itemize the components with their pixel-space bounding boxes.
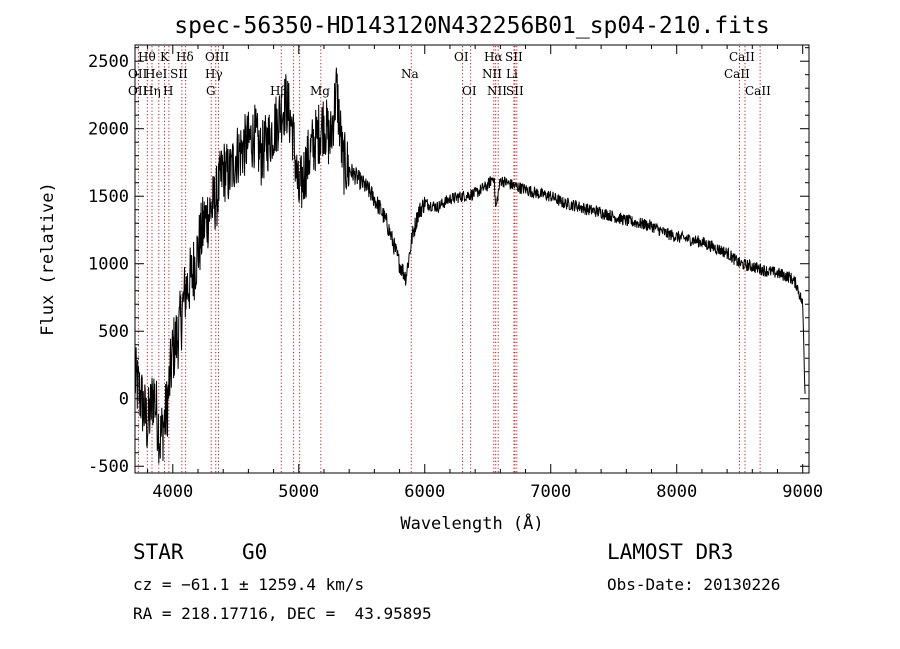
line-label-1: K [160, 50, 170, 64]
line-label-16: OI [462, 84, 477, 98]
line-label-9: Hη [143, 84, 161, 98]
line-label-6: SII [170, 67, 188, 81]
line-label-14: Na [401, 67, 419, 81]
line-label-22: SII [506, 84, 524, 98]
line-label-4: OII [128, 67, 148, 81]
line-label-21: NII [487, 84, 507, 98]
y-tick-label-0: -500 [88, 457, 129, 477]
spectrum-line [134, 67, 806, 464]
line-label-3: OIII [205, 50, 229, 64]
x-tick-label-0: 4000 [152, 482, 193, 502]
line-label-0: Hθ [138, 50, 156, 64]
line-label-20: Li [506, 67, 518, 81]
x-tick-label-4: 8000 [656, 482, 697, 502]
y-tick-label-5: 2000 [88, 120, 129, 140]
x-axis: 4000 5000 6000 7000 8000 9000 [147, 45, 823, 502]
object-class: STAR [133, 540, 184, 564]
line-label-8: OII [128, 84, 148, 98]
line-label-5: HeI [145, 67, 168, 81]
line-label-12: Hβ [270, 84, 287, 98]
x-tick-label-5: 9000 [782, 482, 823, 502]
y-tick-label-2: 500 [98, 322, 129, 342]
line-label-25: CaII [745, 84, 771, 98]
object-subclass: G0 [242, 540, 268, 564]
line-label-2: Hδ [176, 50, 194, 64]
chart-title: spec-56350-HD143120N432256B01_sp04-210.f… [174, 13, 769, 39]
line-label-11: G [206, 84, 216, 98]
y-axis: -500 0 500 1000 1500 2000 2500 [88, 47, 809, 477]
line-label-19: NII [482, 67, 502, 81]
y-tick-label-3: 1000 [88, 255, 129, 275]
line-label-18: SII [505, 50, 523, 64]
y-tick-label-6: 2500 [88, 52, 129, 72]
spectral-line-markers [137, 46, 761, 473]
line-label-15: OI [454, 50, 469, 64]
observation-date: Obs-Date: 20130226 [607, 575, 781, 594]
x-tick-label-3: 7000 [530, 482, 571, 502]
redshift-cz: cz = −61.1 ± 1259.4 km/s [133, 575, 365, 594]
line-label-23: CaII [729, 50, 755, 64]
survey-name: LAMOST DR3 [607, 540, 734, 564]
y-tick-label-4: 1500 [88, 187, 129, 207]
y-axis-label: Flux (relative) [38, 182, 58, 336]
sky-coordinates: RA = 218.17716, DEC = 43.95895 [133, 604, 432, 623]
line-label-17: Hα [484, 50, 503, 64]
line-label-7: Hγ [205, 67, 223, 81]
x-tick-label-2: 6000 [404, 482, 445, 502]
line-label-24: CaII [724, 67, 750, 81]
line-label-13: Mg [310, 84, 330, 98]
y-tick-label-1: 0 [119, 390, 129, 410]
x-tick-label-1: 5000 [278, 482, 319, 502]
x-axis-label: Wavelength (Å) [400, 512, 543, 534]
line-label-10: H [163, 84, 173, 98]
plot-frame [134, 44, 810, 474]
